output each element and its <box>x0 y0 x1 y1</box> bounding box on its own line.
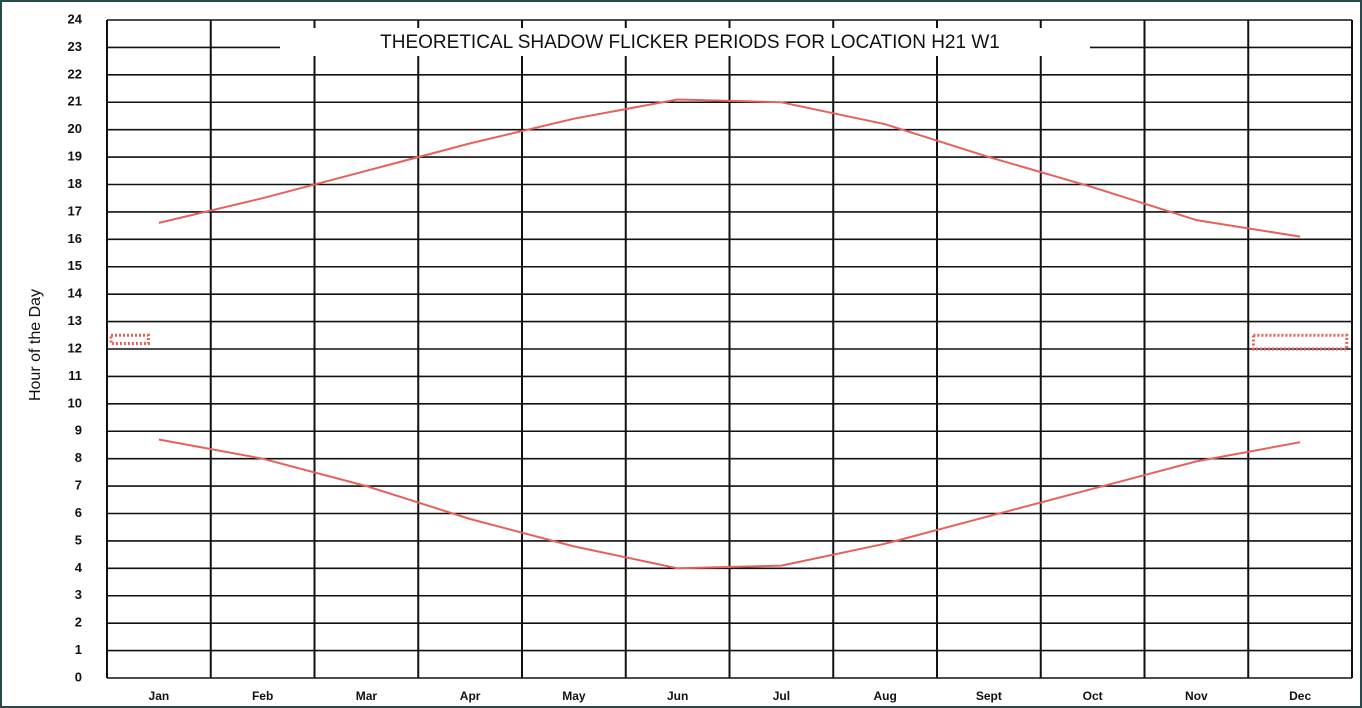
y-tick-label: 1 <box>75 642 82 657</box>
flicker-period <box>109 333 150 346</box>
x-tick-label: Nov <box>1185 689 1208 703</box>
x-tick-label: Feb <box>252 689 273 703</box>
y-tick-label: 20 <box>68 121 82 136</box>
y-tick-label: 21 <box>68 94 82 109</box>
flicker-period <box>1251 333 1349 351</box>
y-tick-label: 10 <box>68 395 82 410</box>
y-tick-label: 14 <box>68 286 83 301</box>
y-tick-label: 18 <box>68 176 82 191</box>
title-background <box>280 28 1090 56</box>
y-tick-label: 3 <box>75 587 82 602</box>
y-tick-label: 0 <box>75 669 82 684</box>
y-tick-label: 4 <box>75 560 83 575</box>
x-tick-label: Dec <box>1289 689 1311 703</box>
x-tick-label: Sept <box>976 689 1002 703</box>
y-tick-label: 8 <box>75 450 82 465</box>
y-tick-label: 7 <box>75 478 82 493</box>
x-tick-label: Mar <box>356 689 378 703</box>
x-tick-label: Jul <box>773 689 790 703</box>
y-tick-label: 5 <box>75 532 82 547</box>
y-tick-label: 15 <box>68 258 82 273</box>
y-tick-label: 12 <box>68 340 82 355</box>
series-line <box>158 438 1301 570</box>
x-tick-label: Oct <box>1083 689 1103 703</box>
y-tick-label: 23 <box>68 39 82 54</box>
y-tick-label: 9 <box>75 423 82 438</box>
y-tick-label: 24 <box>68 11 83 26</box>
y-tick-label: 6 <box>75 505 82 520</box>
y-tick-label: 11 <box>68 368 82 383</box>
series-line <box>158 98 1301 238</box>
y-tick-label: 17 <box>68 203 82 218</box>
y-tick-label: 16 <box>68 231 82 246</box>
x-tick-label: Jan <box>149 689 170 703</box>
y-tick-label: 19 <box>68 149 82 164</box>
y-axis-label: Hour of the Day <box>27 289 44 401</box>
y-tick-label: 22 <box>68 66 82 81</box>
y-tick-label: 13 <box>68 313 82 328</box>
x-tick-label: Aug <box>873 689 896 703</box>
chart-title: THEORETICAL SHADOW FLICKER PERIODS FOR L… <box>380 32 1000 53</box>
y-tick-label: 2 <box>75 615 82 630</box>
x-tick-label: Jun <box>667 689 688 703</box>
x-tick-label: Apr <box>460 689 481 703</box>
x-tick-label: May <box>562 689 586 703</box>
